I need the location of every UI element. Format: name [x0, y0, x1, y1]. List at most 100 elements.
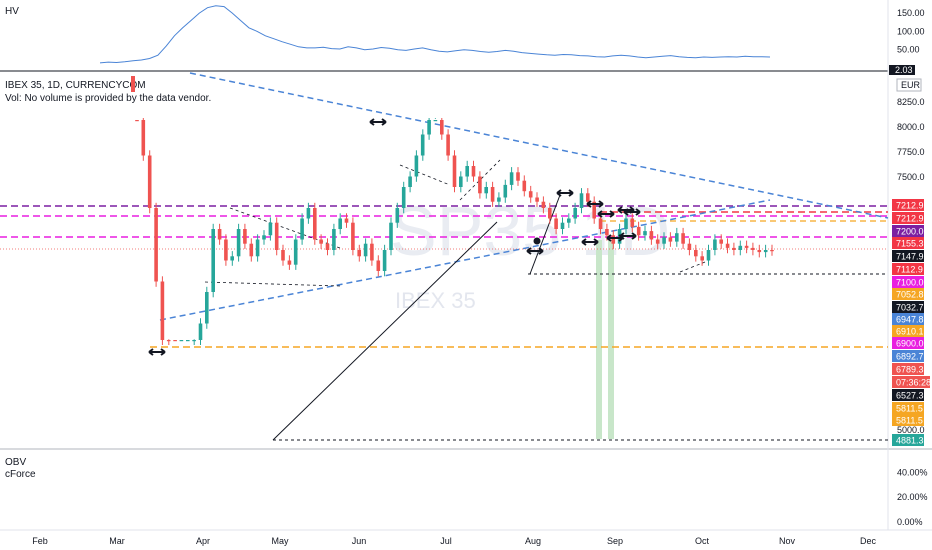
candle-body [420, 134, 425, 156]
candle-body [694, 250, 698, 257]
price-tag [892, 402, 924, 414]
price-tag-label: 4881.3 [896, 436, 924, 446]
candle-body [675, 233, 679, 242]
candle-body [643, 231, 647, 236]
double-arrow-head [556, 189, 574, 197]
hv-indicator-label[interactable]: HV [5, 6, 19, 17]
candle-body [198, 323, 203, 340]
candle-body [179, 340, 184, 342]
time-axis[interactable]: Feb Mar Apr May Jun Jul Aug Sep Oct Nov Dec [32, 536, 876, 546]
candle-body [205, 292, 209, 324]
double-arrow-head [148, 348, 166, 356]
candle-body [592, 201, 596, 219]
candle-body [293, 239, 298, 265]
candle-body [573, 208, 577, 219]
candle-body [624, 218, 628, 229]
obv-indicator-label[interactable]: OBV [5, 457, 27, 468]
candle-body [376, 260, 381, 271]
candle-body [230, 256, 234, 261]
double-arrow-head [586, 200, 604, 208]
price-tag [892, 212, 924, 224]
price-tag [892, 350, 924, 362]
candle-body [649, 231, 654, 240]
price-tag [892, 199, 924, 211]
hv-last-value-tag [889, 65, 915, 75]
candle-body [751, 247, 755, 250]
hv-pane: 150.00 100.00 50.00 2.03 [99, 5, 925, 75]
double-arrow-head [526, 247, 544, 255]
candle-body [757, 250, 762, 253]
price-tag [892, 250, 924, 262]
candle-body [274, 222, 279, 250]
candle-body [738, 245, 743, 250]
highlight-bar [608, 240, 614, 439]
price-tag [892, 389, 924, 401]
price-tag-label: 7212.9 [896, 201, 924, 211]
candle-body [249, 243, 254, 257]
marker-dot [533, 237, 541, 245]
price-y-tick: 7500.0 [897, 172, 925, 182]
price-tag-label: 7032.7 [896, 303, 924, 313]
obv-y-tick: 40.00% [897, 467, 928, 477]
price-tag-label: 6789.3 [896, 365, 924, 375]
candle-body [465, 166, 469, 177]
time-axis-tick: Feb [32, 536, 48, 546]
price-tag-label: 7112.9 [896, 265, 923, 275]
candle-body [319, 239, 323, 244]
descending-trendline [189, 72, 889, 219]
candle-body [344, 218, 349, 223]
price-tag [892, 337, 924, 349]
price-tag [892, 263, 924, 275]
price-tag [892, 276, 924, 288]
double-arrow-head [369, 118, 387, 126]
candle-body [338, 218, 342, 229]
support-line-2 [529, 194, 561, 275]
candle-body [408, 176, 412, 187]
obv-y-tick: 0.00% [897, 517, 923, 527]
price-tag [892, 363, 924, 375]
candle-body [763, 250, 768, 253]
support-line [272, 221, 498, 441]
price-tag-label: 7200.0 [896, 227, 924, 237]
double-arrow-head [581, 238, 599, 246]
symbol-title[interactable]: IBEX 35, 1D, CURRENCYCOM [5, 80, 146, 91]
candle-body [370, 243, 374, 261]
candle-body [224, 239, 228, 261]
candle-body [306, 208, 311, 219]
candle-body [313, 208, 317, 240]
candle-body [579, 193, 584, 208]
price-tag-label: 5811.5 [896, 416, 923, 426]
channel-upper [399, 164, 451, 186]
candle-body [560, 222, 565, 229]
candle-body [503, 184, 508, 198]
price-tag [892, 376, 930, 388]
candle-body [655, 239, 660, 244]
candle-body [192, 340, 196, 342]
currency-box[interactable] [896, 78, 922, 92]
candlestick-series [135, 118, 774, 345]
price-tag-label: 6900.0 [896, 339, 924, 349]
candle-body [567, 218, 571, 223]
candle-body [471, 166, 476, 177]
candle-body [357, 250, 361, 257]
candle-body [605, 229, 609, 236]
candle-body [141, 120, 146, 156]
candle-body [135, 120, 139, 122]
candle-body [325, 243, 330, 250]
candle-body [662, 237, 666, 244]
time-axis-tick: Apr [196, 536, 210, 546]
hv-line [99, 5, 771, 64]
currency-label: EUR [901, 80, 921, 90]
cforce-indicator-label[interactable]: cForce [5, 469, 36, 480]
candle-body [332, 229, 336, 250]
candle-body [440, 120, 444, 135]
small-trendline [679, 261, 706, 273]
price-tag-label: 07:36:28 [896, 378, 931, 388]
hv-y-tick: 50.00 [897, 45, 920, 55]
double-arrow-head [619, 232, 637, 240]
candle-body [459, 176, 463, 187]
price-tag-label: 6947.8 [896, 315, 924, 325]
candle-body [681, 233, 685, 244]
price-tag-label: 7100.0 [896, 278, 924, 288]
